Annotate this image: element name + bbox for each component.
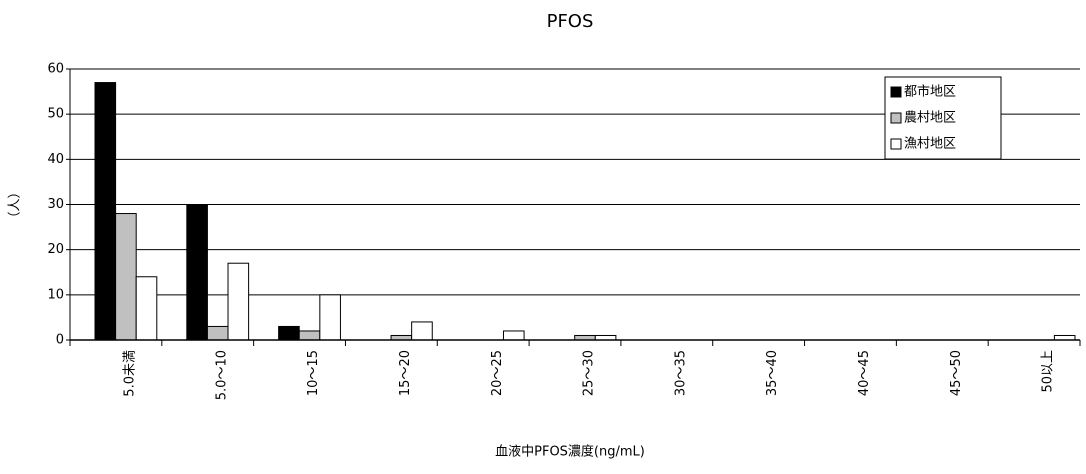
y-tick-label: 50 <box>47 107 64 122</box>
bar <box>298 330 321 341</box>
x-tick-label: 25～30 <box>582 350 597 396</box>
y-tick-label: 40 <box>47 152 64 167</box>
y-tick-label: 60 <box>47 62 64 77</box>
bar <box>502 330 525 341</box>
y-tick-label: 0 <box>56 333 64 348</box>
legend-swatch <box>890 112 902 124</box>
y-tick-label: 20 <box>47 242 64 257</box>
chart-title: PFOS <box>547 11 594 32</box>
x-tick-label: 30～35 <box>673 350 688 396</box>
bar <box>411 321 433 341</box>
x-tick-label: 10～15 <box>306 350 321 396</box>
bar <box>115 213 137 341</box>
x-tick-label: 45～50 <box>949 350 964 396</box>
x-tick-label: 5.0～10 <box>214 350 229 400</box>
bar <box>227 262 250 341</box>
x-tick-label: 50以上 <box>1041 350 1056 393</box>
legend-label: 漁村地区 <box>904 137 956 152</box>
bar <box>135 276 158 341</box>
bar <box>206 325 229 341</box>
legend-swatch <box>890 86 902 98</box>
x-tick-label: 20～25 <box>490 350 505 396</box>
x-tick-label: 40～45 <box>857 350 872 396</box>
bar <box>319 294 341 341</box>
legend-box <box>884 76 1002 160</box>
bar <box>278 325 300 341</box>
y-tick-label: 10 <box>47 287 64 302</box>
legend-label: 農村地区 <box>904 111 956 126</box>
x-axis-title: 血液中PFOS濃度(ng/mL) <box>495 444 645 460</box>
legend-label: 都市地区 <box>904 84 956 100</box>
bar <box>94 82 117 341</box>
bar <box>186 204 208 341</box>
y-axis-title: （人） <box>8 185 23 224</box>
legend-swatch <box>890 138 902 150</box>
x-tick-label: 15～20 <box>398 350 413 396</box>
y-tick-label: 30 <box>47 197 64 212</box>
x-tick-label: 35～40 <box>765 350 780 396</box>
x-tick-label: 5.0未満 <box>123 350 138 397</box>
